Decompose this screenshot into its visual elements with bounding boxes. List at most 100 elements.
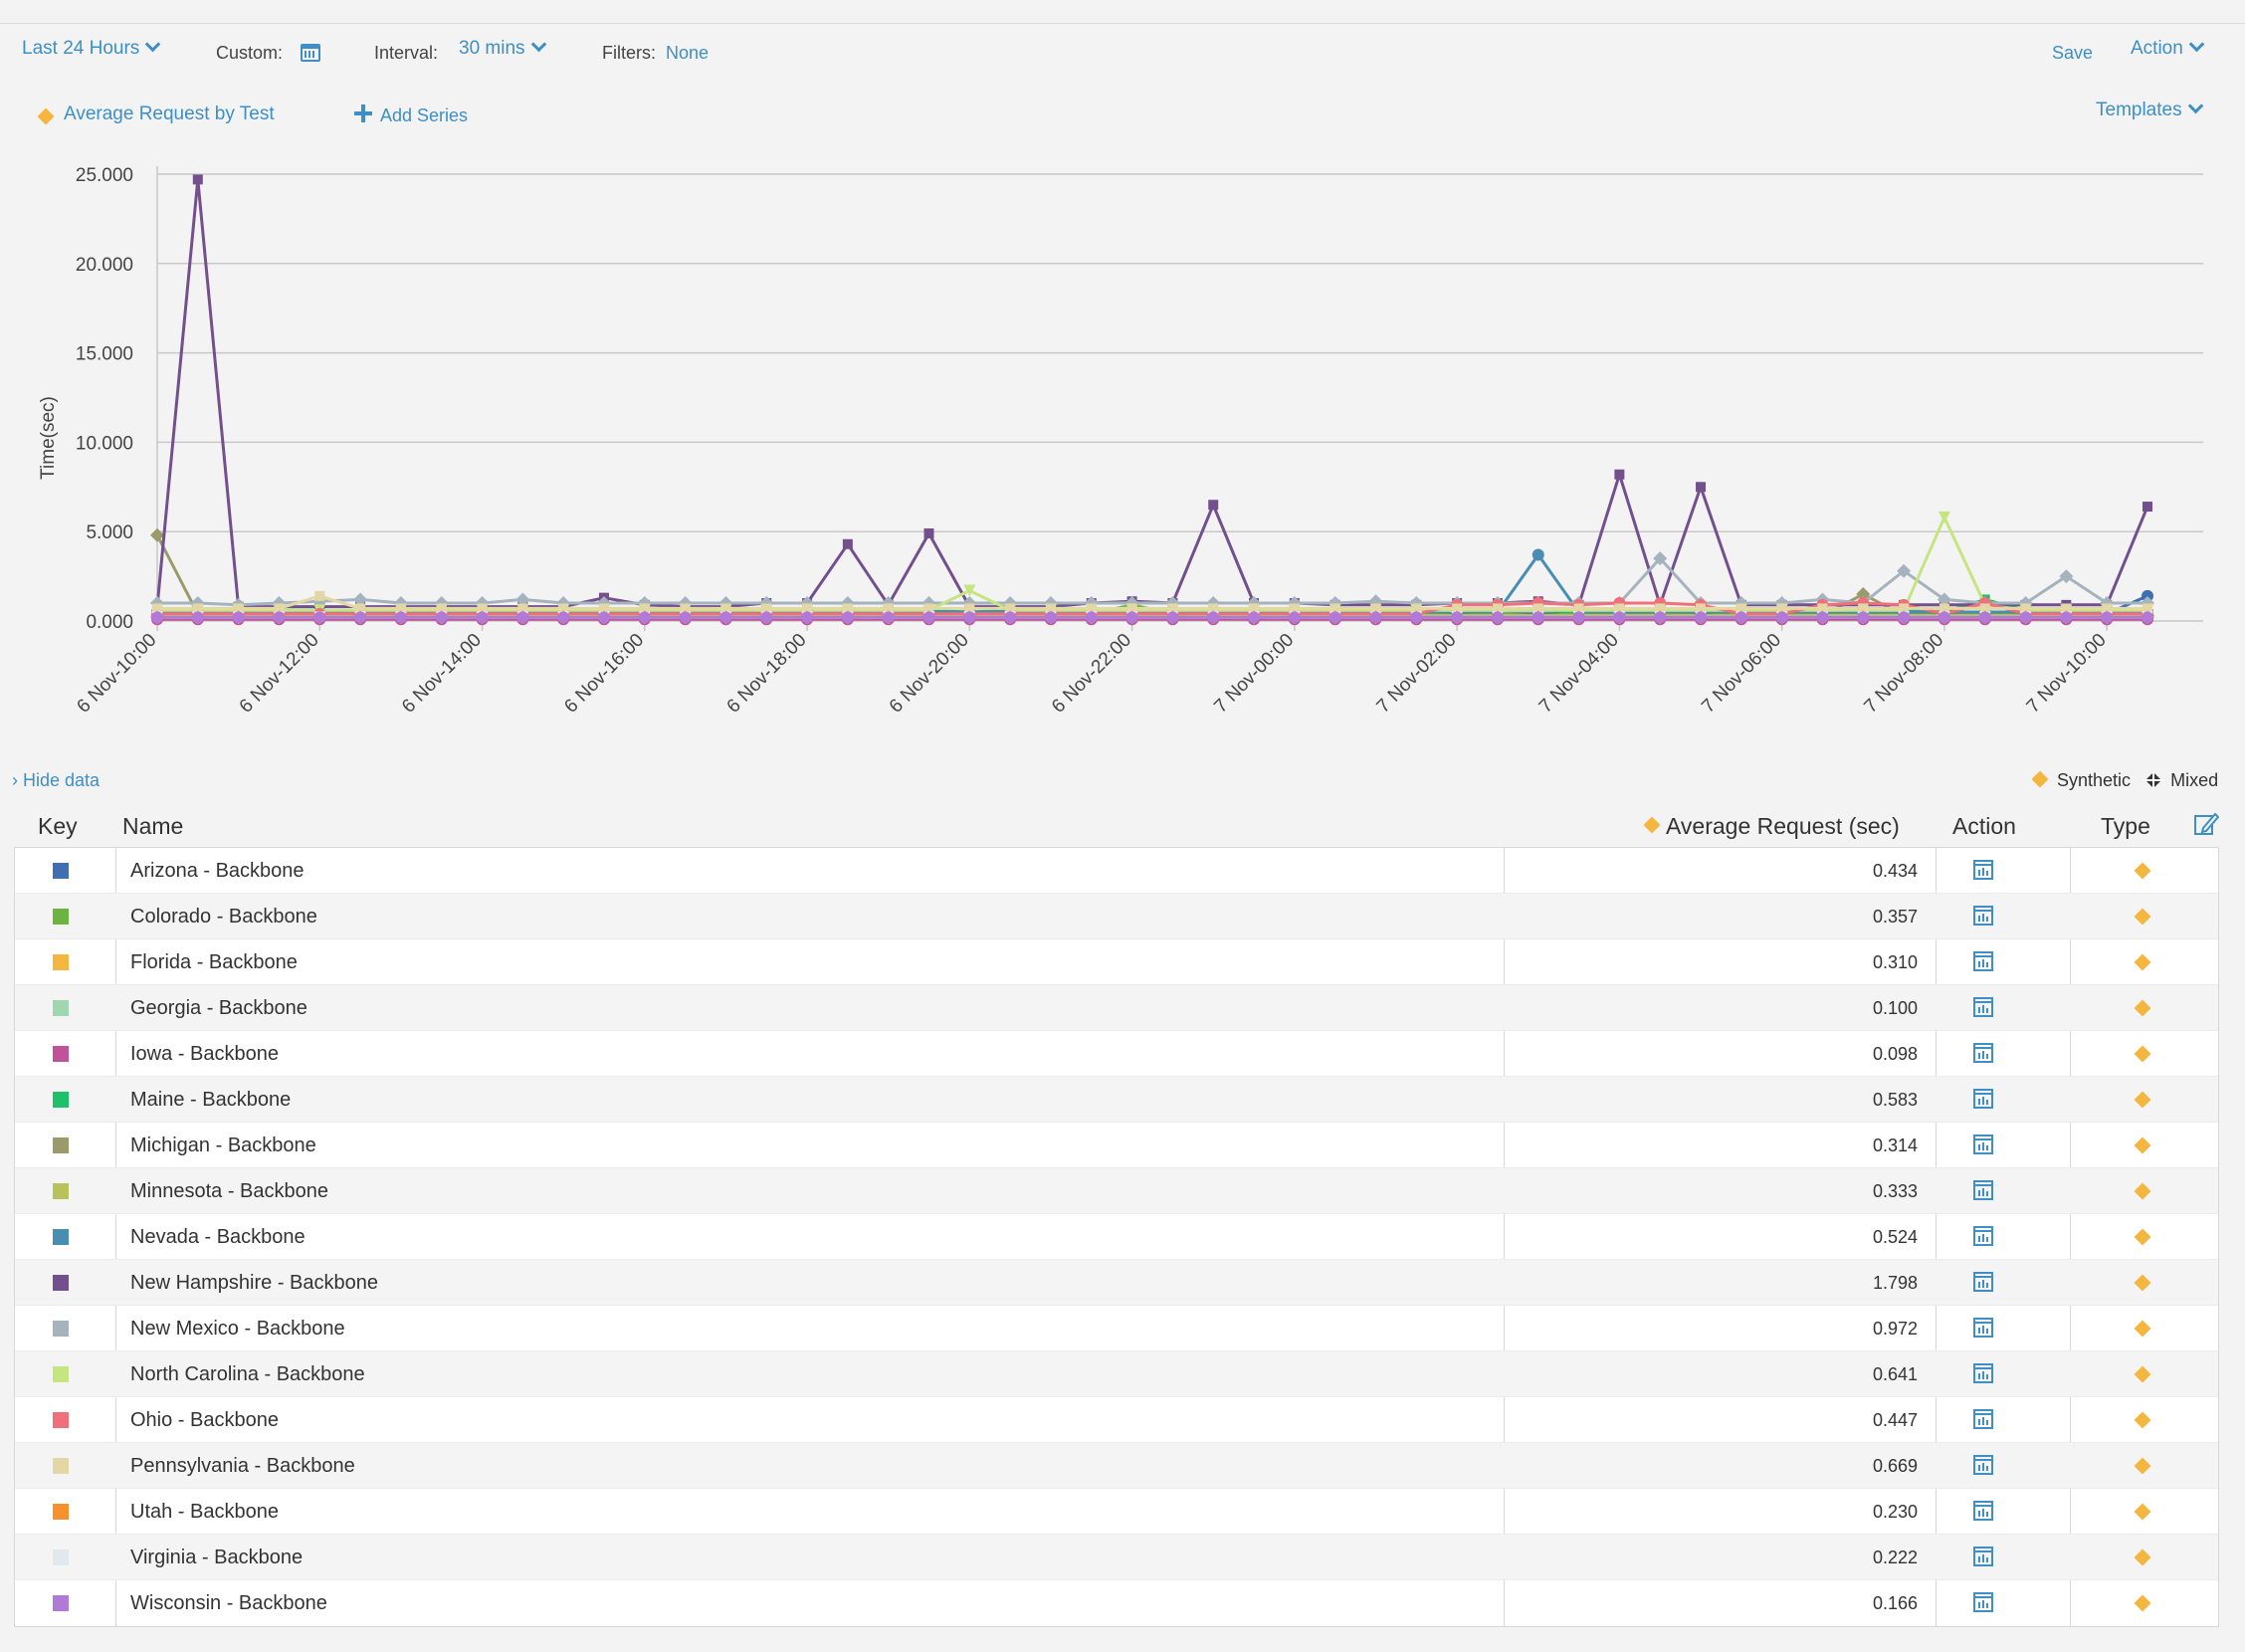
series-color-key[interactable] bbox=[53, 954, 69, 970]
action-dropdown[interactable]: Action bbox=[2131, 36, 2205, 60]
action-label: Action bbox=[2131, 38, 2183, 59]
chart-report-icon[interactable] bbox=[1973, 1592, 1993, 1612]
time-range-label: Last 24 Hours bbox=[22, 38, 140, 59]
data-point bbox=[2141, 596, 2154, 611]
data-point bbox=[841, 611, 854, 624]
row-average-value: 0.100 bbox=[1872, 998, 1918, 1018]
series-color-key[interactable] bbox=[53, 1229, 69, 1245]
series-color-key[interactable] bbox=[53, 1549, 69, 1565]
chart-report-icon[interactable] bbox=[1973, 1089, 1993, 1109]
series-color-key[interactable] bbox=[53, 1504, 69, 1520]
series-color-key[interactable] bbox=[53, 909, 69, 925]
hide-data-toggle[interactable]: › Hide data bbox=[12, 770, 101, 790]
data-point bbox=[800, 596, 815, 611]
table-row[interactable]: Michigan - Backbone 0.314 bbox=[15, 1123, 2218, 1168]
add-series-button[interactable]: Add Series bbox=[380, 105, 469, 125]
chart-report-icon[interactable] bbox=[1973, 1409, 1993, 1429]
filters-link[interactable]: None bbox=[666, 43, 710, 63]
table-row[interactable]: Florida - Backbone 0.310 bbox=[15, 939, 2218, 985]
table-row[interactable]: North Carolina - Backbone 0.641 bbox=[15, 1351, 2218, 1397]
table-row[interactable]: Pennsylvania - Backbone 0.669 bbox=[15, 1443, 2218, 1489]
calendar-icon[interactable] bbox=[301, 44, 320, 62]
chart-report-icon[interactable] bbox=[1973, 1318, 1993, 1338]
row-name: Pennsylvania - Backbone bbox=[130, 1455, 355, 1477]
series-wisconsin-backbone[interactable] bbox=[151, 611, 2153, 624]
templates-dropdown[interactable]: Templates bbox=[2096, 98, 2203, 121]
data-point bbox=[314, 590, 325, 601]
synthetic-diamond-icon bbox=[2134, 1457, 2151, 1475]
data-point bbox=[882, 611, 895, 624]
series-new-mexico-backbone[interactable] bbox=[150, 551, 2154, 612]
series-new-hampshire-backbone[interactable] bbox=[152, 174, 2152, 612]
series-color-key[interactable] bbox=[53, 1595, 69, 1611]
chart-report-icon[interactable] bbox=[1973, 1501, 1993, 1521]
chart-report-icon[interactable] bbox=[1973, 1455, 1993, 1475]
chevron-down-icon bbox=[145, 36, 161, 53]
data-point bbox=[273, 611, 286, 624]
data-point bbox=[1249, 603, 1260, 614]
data-point bbox=[1858, 603, 1869, 614]
table-row[interactable]: New Mexico - Backbone 0.972 bbox=[15, 1306, 2218, 1351]
table-row[interactable]: Wisconsin - Backbone 0.166 bbox=[15, 1580, 2218, 1626]
data-point bbox=[150, 596, 164, 611]
data-point bbox=[598, 603, 609, 614]
column-average-request[interactable]: Average Request (sec) bbox=[1643, 813, 1900, 840]
table-row[interactable]: Utah - Backbone 0.230 bbox=[15, 1489, 2218, 1535]
table-row[interactable]: Iowa - Backbone 0.098 bbox=[15, 1031, 2218, 1077]
table-row[interactable]: Nevada - Backbone 0.524 bbox=[15, 1214, 2218, 1260]
column-name[interactable]: Name bbox=[122, 813, 184, 839]
series-color-key[interactable] bbox=[53, 1321, 69, 1337]
data-point bbox=[1572, 611, 1585, 624]
chart-report-icon[interactable] bbox=[1973, 1547, 1993, 1566]
edit-columns-icon[interactable] bbox=[2193, 811, 2219, 837]
table-row[interactable]: Georgia - Backbone 0.100 bbox=[15, 985, 2218, 1031]
series-color-key[interactable] bbox=[53, 1000, 69, 1016]
plus-icon[interactable] bbox=[354, 104, 372, 122]
chart-report-icon[interactable] bbox=[1973, 1363, 1993, 1383]
table-row[interactable]: New Hampshire - Backbone 1.798 bbox=[15, 1260, 2218, 1306]
data-point bbox=[1451, 611, 1464, 624]
data-point bbox=[761, 603, 772, 614]
table-row[interactable]: Maine - Backbone 0.583 bbox=[15, 1077, 2218, 1123]
chart-report-icon[interactable] bbox=[1973, 1180, 1993, 1200]
chart-report-icon[interactable] bbox=[1973, 951, 1993, 971]
series-color-key[interactable] bbox=[53, 1366, 69, 1382]
table-row[interactable]: Ohio - Backbone 0.447 bbox=[15, 1397, 2218, 1443]
series-color-key[interactable] bbox=[53, 1458, 69, 1474]
data-point bbox=[1492, 603, 1503, 614]
row-average-value: 0.972 bbox=[1872, 1319, 1918, 1339]
series-color-key[interactable] bbox=[53, 1275, 69, 1291]
chart-report-icon[interactable] bbox=[1973, 997, 1993, 1017]
series-color-key[interactable] bbox=[53, 1412, 69, 1428]
series-color-key[interactable] bbox=[53, 1092, 69, 1108]
series-color-key[interactable] bbox=[53, 863, 69, 879]
chart-report-icon[interactable] bbox=[1973, 1043, 1993, 1063]
y-tick-label: 25.000 bbox=[76, 165, 133, 186]
chart-report-icon[interactable] bbox=[1973, 1272, 1993, 1292]
column-divider bbox=[2070, 848, 2071, 1626]
table-row[interactable]: Virginia - Backbone 0.222 bbox=[15, 1535, 2218, 1580]
chart-report-icon[interactable] bbox=[1973, 1135, 1993, 1154]
chart-report-icon[interactable] bbox=[1973, 906, 1993, 926]
templates-label: Templates bbox=[2096, 100, 2182, 120]
time-range-dropdown[interactable]: Last 24 Hours bbox=[22, 36, 161, 60]
interval-dropdown[interactable]: 30 mins bbox=[459, 36, 546, 60]
series-color-key[interactable] bbox=[53, 1046, 69, 1062]
table-row[interactable]: Colorado - Backbone 0.357 bbox=[15, 894, 2218, 939]
table-row[interactable]: Minnesota - Backbone 0.333 bbox=[15, 1168, 2218, 1214]
series-color-key[interactable] bbox=[53, 1183, 69, 1199]
series-line bbox=[157, 516, 2147, 612]
data-point bbox=[190, 596, 205, 611]
series-line bbox=[157, 553, 2147, 614]
table-row[interactable]: Arizona - Backbone 0.434 bbox=[15, 848, 2218, 894]
line-chart[interactable]: 0.000 5.000 10.000 15.000 20.000 25.000 6 Nov… bbox=[0, 149, 2245, 746]
chart-report-icon[interactable] bbox=[1973, 860, 1993, 880]
chart-report-icon[interactable] bbox=[1973, 1226, 1993, 1246]
synthetic-diamond-icon bbox=[2134, 1365, 2151, 1383]
series-pennsylvania-backbone[interactable] bbox=[152, 590, 2152, 614]
series-selector[interactable]: Average Request by Test bbox=[64, 103, 275, 124]
data-point bbox=[476, 611, 489, 624]
series-color-key[interactable] bbox=[53, 1137, 69, 1153]
save-button[interactable]: Save bbox=[2052, 43, 2094, 63]
data-point bbox=[2020, 603, 2031, 614]
